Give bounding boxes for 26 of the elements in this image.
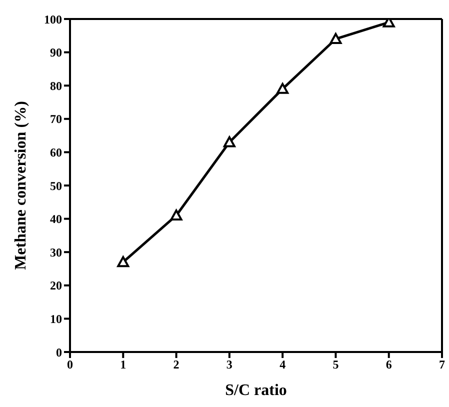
y-tick-label: 100: [44, 12, 62, 26]
y-tick-label: 10: [50, 312, 62, 326]
y-tick-label: 0: [56, 345, 62, 360]
x-tick-label: 1: [120, 358, 126, 372]
x-axis-title: S/C ratio: [225, 382, 287, 399]
y-tick-label: 80: [50, 78, 62, 93]
y-tick-label: 90: [50, 46, 62, 60]
y-tick-label: 30: [50, 245, 62, 260]
x-tick-label: 0: [67, 358, 73, 372]
x-tick-label: 6: [386, 358, 392, 372]
y-tick-label: 70: [50, 112, 62, 126]
y-tick-label: 60: [50, 145, 62, 160]
y-tick-label: 50: [50, 178, 62, 193]
point: [223, 136, 236, 148]
y-tick-label: 20: [50, 278, 62, 293]
x-tick-label: 3: [226, 358, 232, 372]
x-tick-label: 2: [173, 358, 180, 372]
x-tick-label: 5: [332, 358, 339, 372]
point: [276, 82, 289, 94]
point: [117, 256, 130, 268]
y-axis-title: Methane conversion (%): [12, 101, 30, 270]
x-tick-label: 4: [280, 358, 286, 372]
point: [170, 209, 182, 220]
point: [330, 32, 342, 44]
y-tick-label: 40: [50, 212, 62, 226]
x-tick-label: 7: [439, 358, 445, 372]
